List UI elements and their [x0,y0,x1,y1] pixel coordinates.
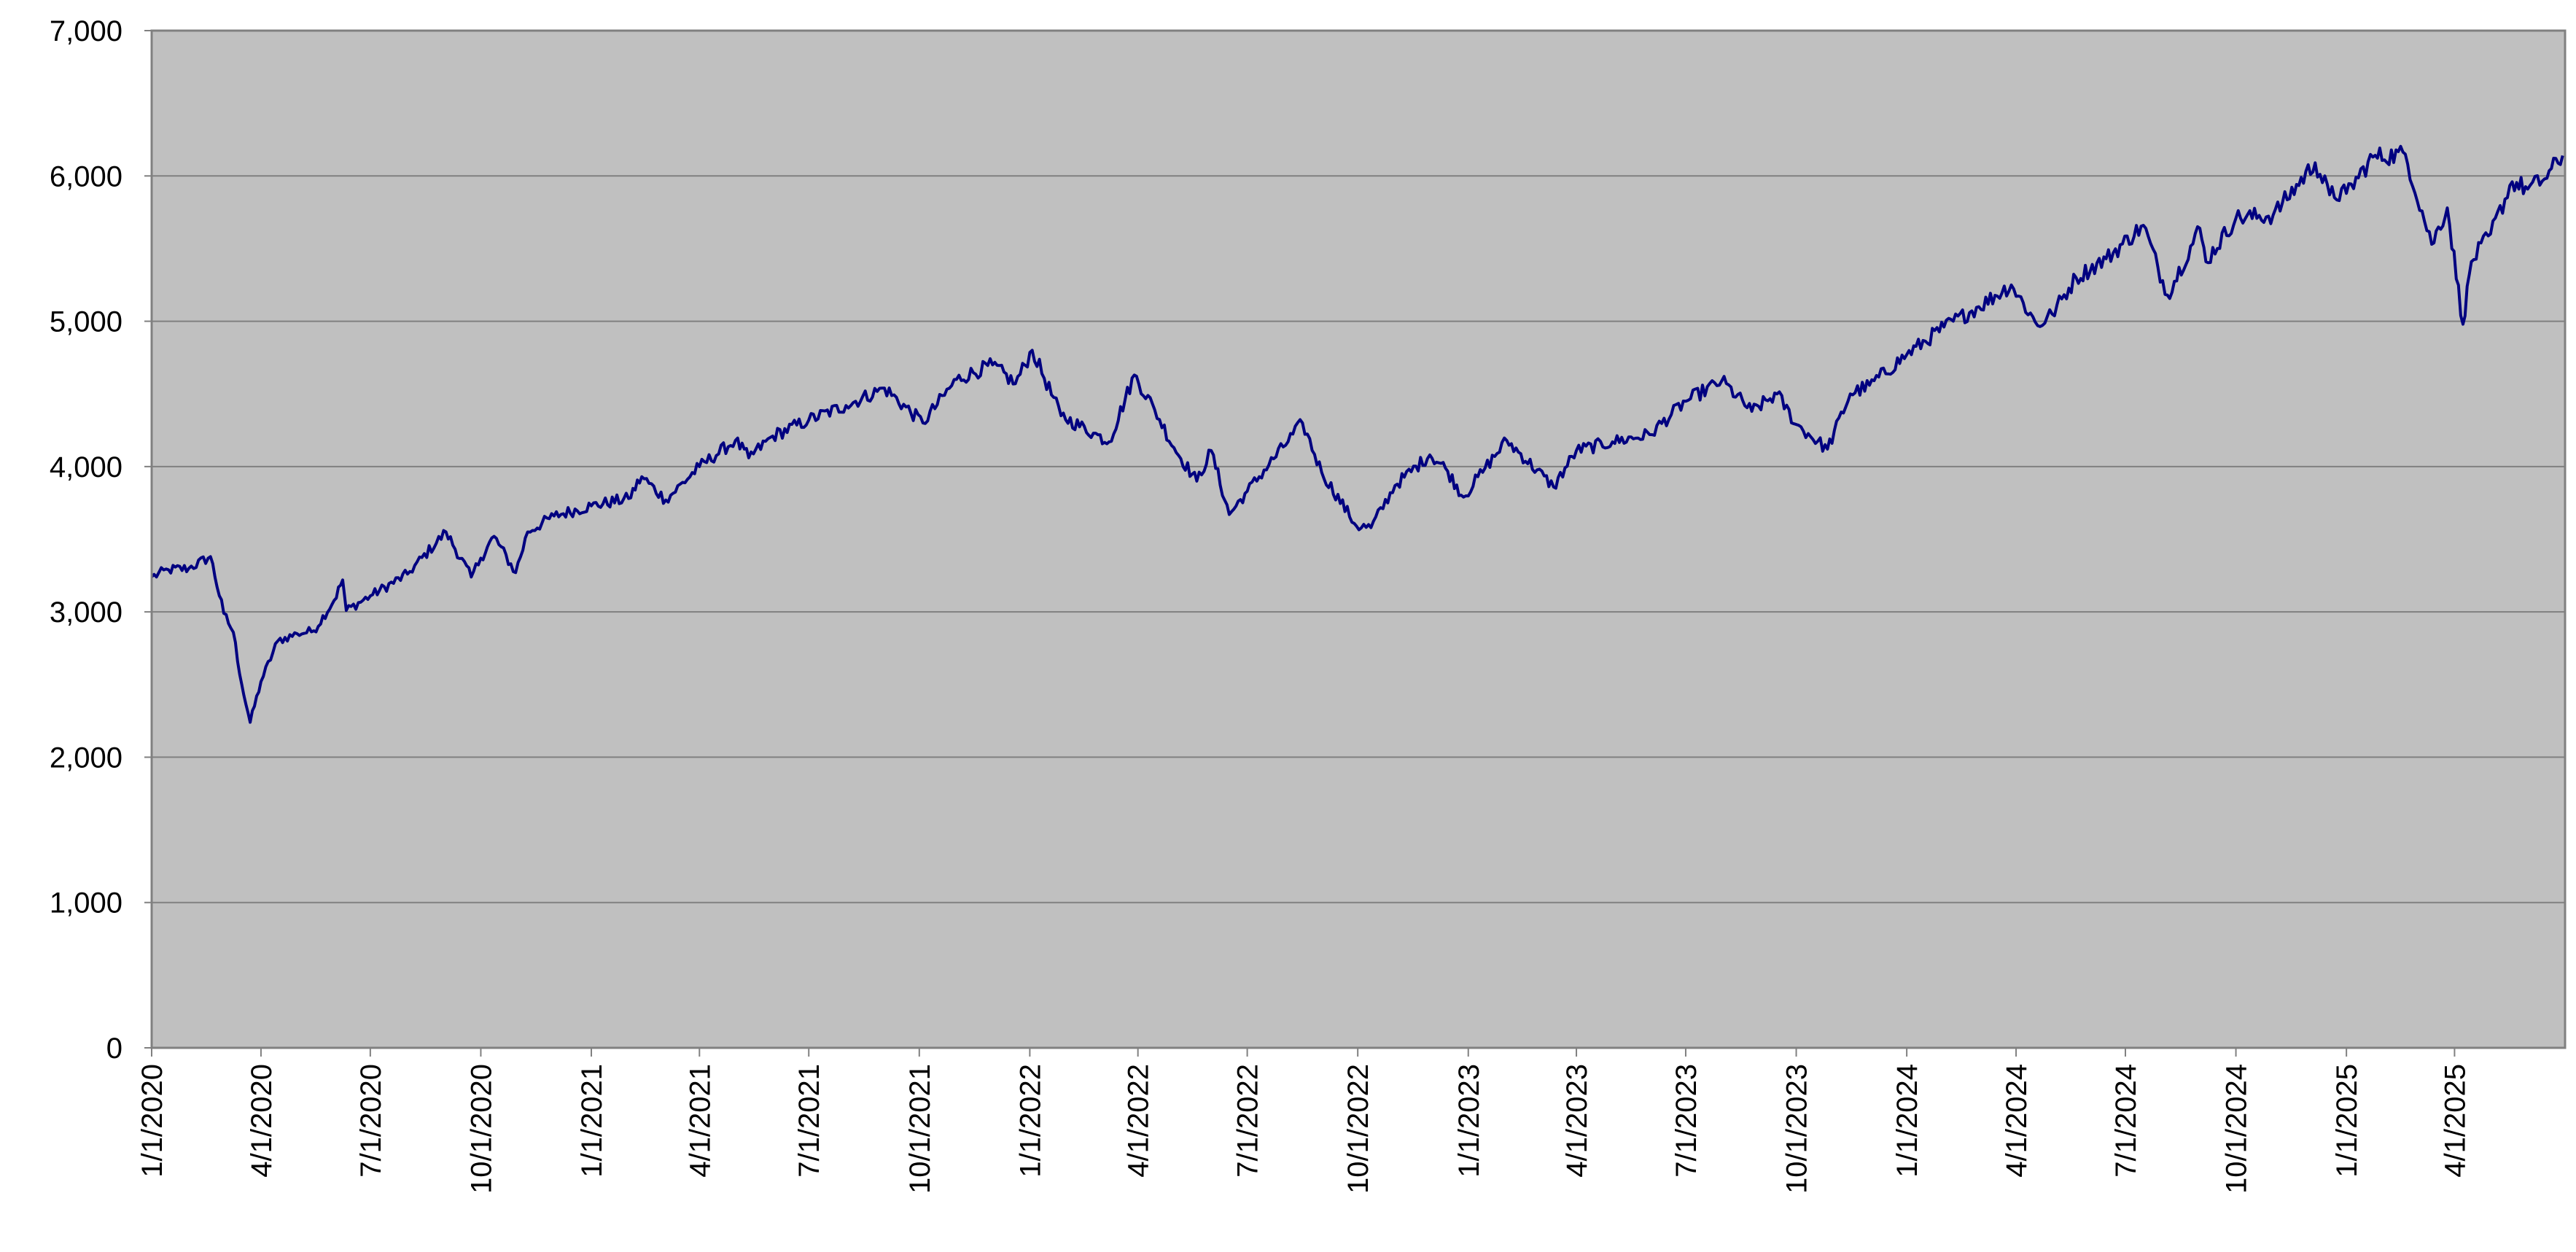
x-tick-label: 1/1/2020 [136,1064,168,1178]
data-series-line [150,144,2564,724]
y-tick-label: 0 [106,1033,122,1065]
plot-area [152,31,2565,1048]
x-tick-label: 7/1/2020 [355,1064,387,1178]
x-tick-label: 4/1/2025 [2439,1064,2471,1178]
y-axis-tick-labels: 0 1,000 2,000 3,000 4,000 5,000 6,000 7,000 [50,15,152,1065]
x-tick-label: 7/1/2024 [2110,1064,2142,1178]
y-tick-label: 1,000 [50,887,122,919]
x-tick-label: 10/1/2022 [1342,1064,1374,1194]
gridlines [152,175,2565,903]
x-tick-label: 10/1/2023 [1781,1064,1813,1194]
x-tick-label: 1/1/2025 [2331,1064,2363,1178]
x-axis-tick-labels: 1/1/2020 4/1/2020 7/1/2020 10/1/2020 1/1/202… [136,1048,2471,1194]
x-tick-label: 7/1/2022 [1232,1064,1264,1178]
x-tick-label: 1/1/2024 [1891,1064,1923,1178]
x-tick-label: 10/1/2021 [904,1064,936,1194]
y-tick-label: 2,000 [50,742,122,774]
x-tick-label: 4/1/2022 [1123,1064,1155,1178]
y-tick-label: 4,000 [50,451,122,483]
x-tick-label: 4/1/2023 [1561,1064,1593,1178]
x-tick-label: 10/1/2024 [2221,1064,2253,1194]
x-tick-label: 1/1/2021 [576,1064,608,1178]
y-tick-label: 7,000 [50,15,122,47]
y-tick-label: 6,000 [50,160,122,193]
x-tick-label: 1/1/2023 [1453,1064,1485,1178]
x-tick-label: 1/1/2022 [1014,1064,1046,1178]
y-tick-label: 3,000 [50,596,122,629]
x-tick-label: 7/1/2021 [793,1064,825,1178]
x-tick-label: 4/1/2021 [684,1064,716,1178]
x-tick-label: 4/1/2024 [2001,1064,2033,1178]
x-tick-label: 10/1/2020 [465,1064,497,1194]
plot-border [150,29,2567,1049]
x-tick-label: 4/1/2020 [246,1064,278,1178]
x-tick-label: 7/1/2023 [1670,1064,1703,1178]
y-tick-label: 5,000 [50,306,122,338]
